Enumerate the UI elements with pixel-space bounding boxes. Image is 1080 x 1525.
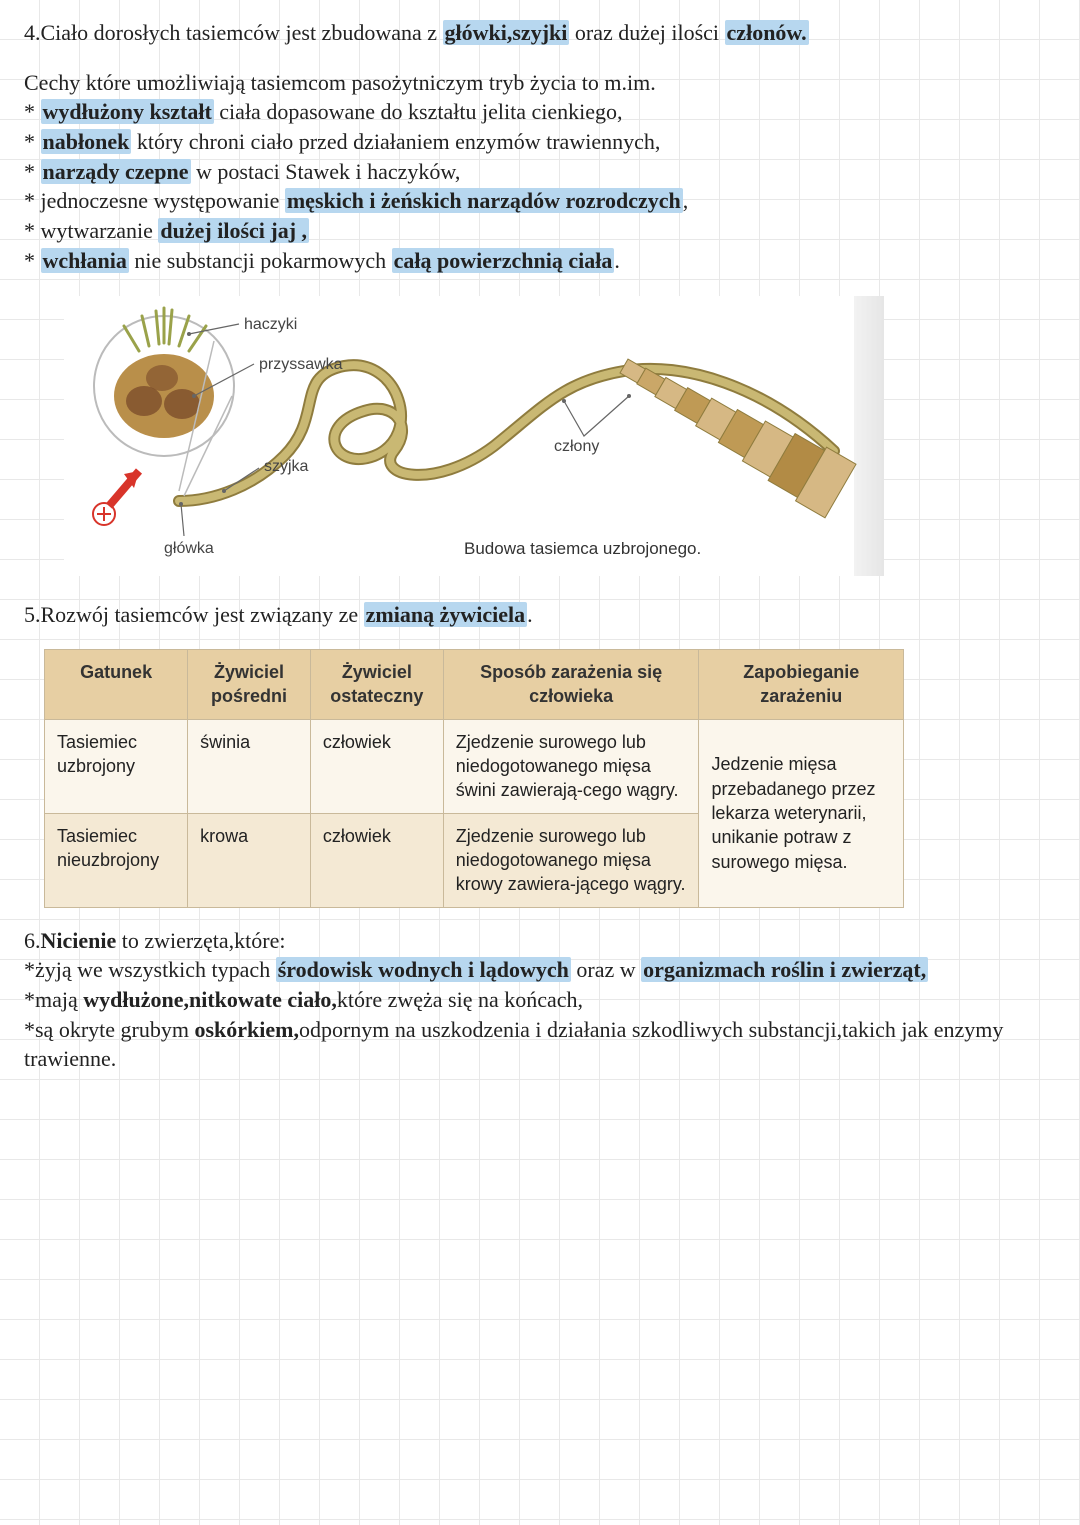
- label-przyssawka: przyssawka: [259, 354, 343, 376]
- cell-gatunek: Tasiemiec nieuzbrojony: [45, 813, 188, 907]
- cell-sposob: Zjedzenie surowego lub niedogotowanego m…: [443, 719, 699, 813]
- label-glowka: główka: [164, 538, 214, 560]
- tapeworm-table: Gatunek Żywiciel pośredni Żywiciel ostat…: [44, 649, 904, 907]
- diagram-svg: [64, 296, 884, 576]
- text: w postaci Stawek i haczyków,: [191, 159, 461, 184]
- bullet-2: *mają wydłużone,nitkowate ciało,które zw…: [24, 985, 1056, 1015]
- highlight: wchłania: [41, 248, 129, 273]
- th-gatunek: Gatunek: [45, 650, 188, 720]
- diagram-caption: Budowa tasiemca uzbrojonego.: [464, 538, 701, 561]
- section4-intro: 4.Ciało dorosłych tasiemców jest zbudowa…: [24, 18, 1056, 48]
- highlight: organizmach roślin i zwierząt,: [641, 957, 928, 982]
- th-ostateczny: Żywiciel ostateczny: [310, 650, 443, 720]
- section5-lead: 5.Rozwój tasiemców jest związany ze zmia…: [24, 600, 1056, 630]
- highlight: całą powierzchnią ciała: [392, 248, 615, 273]
- text: nie substancji pokarmowych: [129, 248, 392, 273]
- bullet-2: * nabłonek który chroni ciało przed dzia…: [24, 127, 1056, 157]
- text: *mają: [24, 987, 83, 1012]
- text: *: [24, 99, 41, 124]
- text: oraz w: [571, 957, 641, 982]
- bullet-1: * wydłużony kształt ciała dopasowane do …: [24, 97, 1056, 127]
- text: * jednoczesne występowanie: [24, 188, 285, 213]
- highlight: główki,szyjki: [443, 20, 570, 45]
- cell-posredni: krowa: [188, 813, 311, 907]
- bullet-3: * narządy czepne w postaci Stawek i hacz…: [24, 157, 1056, 187]
- bold-text: Nicienie: [41, 928, 117, 953]
- highlight: członów.: [725, 20, 809, 45]
- text: *: [24, 248, 41, 273]
- text: * wytwarzanie: [24, 218, 158, 243]
- bullet-6: * wchłania nie substancji pokarmowych ca…: [24, 246, 1056, 276]
- highlight: wydłużony kształt: [41, 99, 214, 124]
- text: *: [24, 129, 41, 154]
- section4-features: Cechy które umożliwiają tasiemcom pasoży…: [24, 68, 1056, 276]
- text: .: [527, 602, 533, 627]
- text: 4.Ciało dorosłych tasiemców jest zbudowa…: [24, 20, 443, 45]
- table-header-row: Gatunek Żywiciel pośredni Żywiciel ostat…: [45, 650, 904, 720]
- table-row: Tasiemiec uzbrojony świnia człowiek Zjed…: [45, 719, 904, 813]
- text: które zwęża się na końcach,: [337, 987, 583, 1012]
- bullet-1: *żyją we wszystkich typach środowisk wod…: [24, 955, 1056, 985]
- bold-text: wydłużone,nitkowate ciało,: [83, 987, 337, 1012]
- bullet-4: * jednoczesne występowanie męskich i żeń…: [24, 186, 1056, 216]
- highlight: środowisk wodnych i lądowych: [276, 957, 571, 982]
- th-sposob: Sposób zarażenia się człowieka: [443, 650, 699, 720]
- cell-gatunek: Tasiemiec uzbrojony: [45, 719, 188, 813]
- features-lead: Cechy które umożliwiają tasiemcom pasoży…: [24, 68, 1056, 98]
- bullet-5: * wytwarzanie dużej ilości jaj ,: [24, 216, 1056, 246]
- text: *są okryte grubym: [24, 1017, 194, 1042]
- text: .: [614, 248, 620, 273]
- cell-zapobieganie: Jedzenie mięsa przebadanego przez lekarz…: [699, 719, 904, 907]
- text: oraz dużej ilości: [569, 20, 724, 45]
- bullet-3: *są okryte grubym oskórkiem,odpornym na …: [24, 1015, 1056, 1074]
- highlight: dużej ilości jaj ,: [158, 218, 309, 243]
- highlight: nabłonek: [41, 129, 132, 154]
- section6: 6.Nicienie to zwierzęta,które: *żyją we …: [24, 926, 1056, 1074]
- text: *żyją we wszystkich typach: [24, 957, 276, 982]
- text: ciała dopasowane do kształtu jelita cien…: [214, 99, 623, 124]
- cell-ostateczny: człowiek: [310, 813, 443, 907]
- th-posredni: Żywiciel pośredni: [188, 650, 311, 720]
- label-czlony: człony: [554, 436, 599, 458]
- text: *: [24, 159, 41, 184]
- th-zapobieganie: Zapobieganie zarażeniu: [699, 650, 904, 720]
- cell-ostateczny: człowiek: [310, 719, 443, 813]
- label-szyjka: szyjka: [264, 456, 308, 478]
- text: ,: [683, 188, 689, 213]
- bold-text: oskórkiem,: [194, 1017, 299, 1042]
- section6-lead: 6.Nicienie to zwierzęta,które:: [24, 926, 1056, 956]
- highlight: zmianą żywiciela: [364, 602, 527, 627]
- label-haczyki: haczyki: [244, 314, 297, 336]
- text: to zwierzęta,które:: [116, 928, 285, 953]
- cell-sposob: Zjedzenie surowego lub niedogotowanego m…: [443, 813, 699, 907]
- text: 6.: [24, 928, 41, 953]
- cell-posredni: świnia: [188, 719, 311, 813]
- text: który chroni ciało przed działaniem enzy…: [131, 129, 660, 154]
- highlight: narządy czepne: [41, 159, 191, 184]
- text: 5.Rozwój tasiemców jest związany ze: [24, 602, 364, 627]
- tapeworm-diagram: haczyki przyssawka szyjka główka człony …: [64, 296, 884, 576]
- highlight: męskich i żeńskich narządów rozrodczych: [285, 188, 683, 213]
